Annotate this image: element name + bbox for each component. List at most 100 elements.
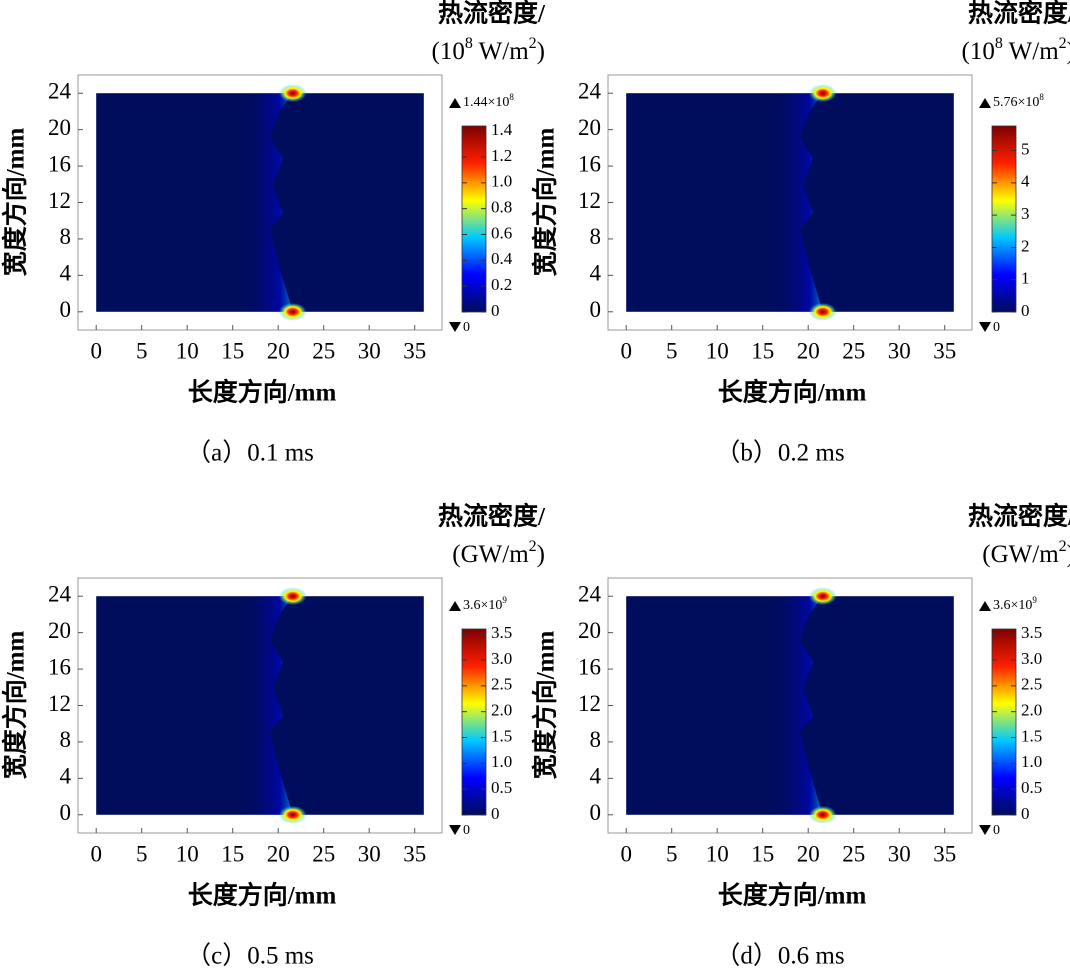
colorbar-title: 热流密度/ — [968, 502, 1070, 531]
x-tick-label: 10 — [176, 841, 199, 866]
y-tick-label: 12 — [48, 691, 71, 716]
y-tick-label: 4 — [60, 764, 72, 789]
y-tick-label: 4 — [60, 261, 72, 286]
x-tick-label: 5 — [666, 841, 678, 866]
max-label-part: 3.6×10 — [993, 598, 1032, 613]
x-tick-label: 15 — [751, 338, 774, 363]
colorbar-unit-part: 8 — [465, 35, 473, 52]
caption: （a）0.1 ms — [186, 439, 314, 467]
colorbar-tick-label: 5 — [1021, 139, 1030, 158]
y-tick-label: 12 — [48, 188, 71, 213]
colorbar-unit-part: 2 — [529, 35, 537, 52]
x-tick-label: 5 — [666, 338, 678, 363]
y-tick-label: 20 — [48, 115, 71, 140]
max-label-part: 8 — [1039, 92, 1044, 102]
heat-front — [770, 596, 823, 815]
max-marker — [449, 98, 461, 108]
y-tick-label: 16 — [578, 151, 601, 176]
x-tick-label: 30 — [358, 338, 381, 363]
y-tick-label: 8 — [60, 224, 72, 249]
x-tick-label: 20 — [797, 338, 820, 363]
y-tick-label: 0 — [60, 297, 72, 322]
colorbar-unit-part: W/m — [473, 38, 529, 65]
colorbar-unit: (108 W/m2) — [432, 35, 545, 65]
colorbar-tick-label: 3.5 — [1021, 623, 1042, 642]
x-tick-label: 15 — [221, 338, 244, 363]
y-tick-label: 16 — [578, 654, 601, 679]
min-marker — [449, 825, 461, 835]
colorbar-tick-label: 2.5 — [491, 675, 512, 694]
x-tick-label: 25 — [842, 338, 865, 363]
y-tick-label: 20 — [578, 115, 601, 140]
y-tick-label: 16 — [48, 151, 71, 176]
x-tick-label: 5 — [136, 841, 148, 866]
colorbar-unit-part: ) — [537, 541, 545, 568]
colorbar — [461, 628, 487, 816]
colorbar-unit: (GW/m2) — [452, 538, 545, 568]
colorbar-tick-label: 1 — [1021, 269, 1030, 288]
max-label: 1.44×108 — [463, 92, 514, 110]
y-tick-label: 20 — [578, 618, 601, 643]
colorbar-tick-label: 0.6 — [491, 223, 512, 242]
colorbar-unit-part: 2 — [1059, 538, 1067, 555]
x-tick-label: 35 — [933, 338, 956, 363]
colorbar-tick-label: 0.4 — [491, 249, 513, 268]
y-axis-label: 宽度方向/mm — [1, 128, 30, 277]
y-axis-label: 宽度方向/mm — [531, 128, 560, 277]
colorbar — [991, 125, 1017, 313]
colorbar-tick-label: 0.8 — [491, 198, 512, 217]
x-tick-label: 25 — [312, 338, 335, 363]
colorbar-tick-label: 3 — [1021, 204, 1030, 223]
colorbar-title: 热流密度/ — [438, 502, 546, 531]
x-tick-label: 15 — [221, 841, 244, 866]
y-tick-label: 8 — [590, 727, 602, 752]
x-axis-label: 长度方向/mm — [188, 378, 337, 407]
max-label: 3.6×109 — [463, 595, 507, 613]
colorbar-tick-label: 2 — [1021, 236, 1030, 255]
y-tick-label: 0 — [60, 800, 72, 825]
x-axis-label: 长度方向/mm — [188, 881, 337, 910]
colorbar-tick-label: 1.0 — [491, 172, 512, 191]
y-tick-label: 8 — [60, 727, 72, 752]
x-tick-label: 20 — [797, 841, 820, 866]
y-tick-label: 20 — [48, 618, 71, 643]
min-label: 0 — [463, 320, 470, 335]
x-axis-label: 长度方向/mm — [718, 378, 867, 407]
max-label-part: 1.44×10 — [463, 95, 509, 110]
colorbar-tick-label: 4 — [1021, 172, 1030, 191]
x-tick-label: 10 — [176, 338, 199, 363]
y-tick-label: 0 — [590, 800, 602, 825]
x-tick-label: 20 — [267, 841, 290, 866]
y-axis-label: 宽度方向/mm — [531, 631, 560, 780]
hot-spot — [808, 84, 837, 103]
max-label-part: 3.6×10 — [463, 598, 502, 613]
max-label-part: 9 — [502, 595, 507, 605]
hot-spot — [278, 587, 307, 606]
colorbar-unit-part: ) — [1067, 38, 1070, 65]
x-axis-label: 长度方向/mm — [718, 881, 867, 910]
y-axis-label: 宽度方向/mm — [1, 631, 30, 780]
colorbar-tick-label: 0 — [1021, 301, 1030, 320]
colorbar-unit-part: (10 — [962, 38, 995, 65]
x-tick-label: 0 — [620, 338, 632, 363]
max-label: 3.6×109 — [993, 595, 1037, 613]
colorbar-tick-label: 0 — [1021, 804, 1030, 823]
colorbar-unit-part: 2 — [529, 538, 537, 555]
colorbar-tick-label: 1.0 — [491, 752, 512, 771]
colorbar-tick-label: 0.5 — [491, 778, 512, 797]
y-tick-label: 24 — [578, 581, 602, 606]
max-marker — [449, 601, 461, 611]
hot-spot — [808, 302, 837, 321]
max-marker — [979, 601, 991, 611]
y-tick-label: 24 — [578, 78, 602, 103]
y-tick-label: 24 — [48, 78, 72, 103]
x-tick-label: 30 — [888, 841, 911, 866]
colorbar-unit-part: (10 — [432, 38, 465, 65]
colorbar-tick-label: 0.5 — [1021, 778, 1042, 797]
colorbar-unit-part: 8 — [995, 35, 1003, 52]
min-label: 0 — [993, 320, 1000, 335]
colorbar — [461, 125, 487, 313]
colorbar-tick-label: 2.5 — [1021, 675, 1042, 694]
x-tick-label: 10 — [706, 841, 729, 866]
